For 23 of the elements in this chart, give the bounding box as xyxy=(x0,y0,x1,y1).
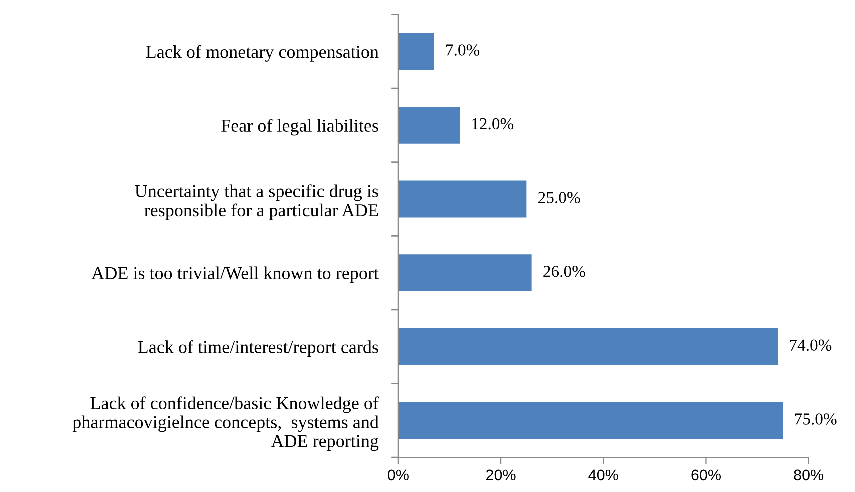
bar xyxy=(398,107,460,144)
data-label: 74.0% xyxy=(790,340,832,352)
data-label: 75.0% xyxy=(795,414,837,425)
y-tick-label: Lack of monetary compensation xyxy=(146,45,379,62)
bar xyxy=(398,402,784,440)
x-tick-label: 40% xyxy=(588,470,618,481)
y-tick-label: Lack of confidence/basic Knowledge of pharmacovigielnce concepts, systems and ADE reporting xyxy=(72,396,379,452)
y-tick-label: Uncertainty that a specific drug is responsible for a particular ADE xyxy=(135,184,378,220)
x-tick-label: 80% xyxy=(794,470,824,481)
bar xyxy=(398,33,434,70)
bar xyxy=(398,254,532,292)
bar xyxy=(398,328,778,366)
bar xyxy=(398,180,527,218)
x-tick-label: 20% xyxy=(486,470,516,481)
data-label: 26.0% xyxy=(544,266,586,278)
data-label: 7.0% xyxy=(446,44,480,56)
y-tick-label: Fear of legal liabilites xyxy=(222,119,378,136)
data-label: 12.0% xyxy=(472,118,514,130)
y-tick-label: Lack of time/interest/report cards xyxy=(138,340,378,358)
x-tick-label: 60% xyxy=(692,470,721,481)
y-tick-label: ADE is too trivial/Well known to report xyxy=(92,266,379,284)
data-label: 25.0% xyxy=(538,192,580,204)
x-tick-label: 0% xyxy=(388,470,409,481)
